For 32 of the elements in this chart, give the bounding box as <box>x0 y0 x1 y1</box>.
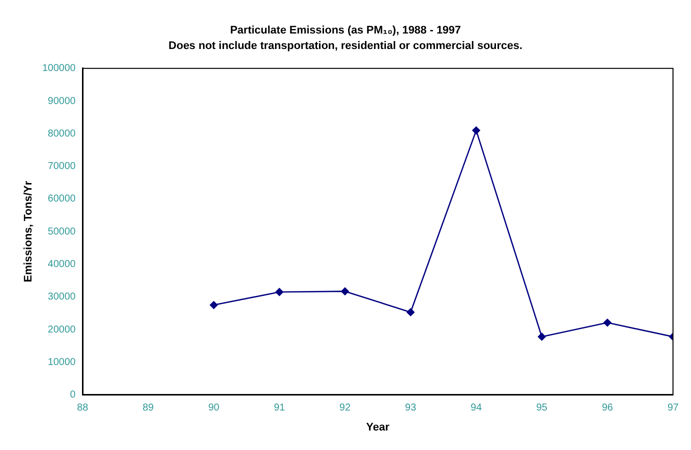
point <box>472 126 480 134</box>
y-tick-label: 80000 <box>48 128 76 140</box>
y-tick-label: 30000 <box>48 292 76 303</box>
x-tick-label: 96 <box>602 402 614 414</box>
x-tick-label: 97 <box>667 402 679 414</box>
y-tick-label: 90000 <box>48 96 76 107</box>
y-tick-label: 0 <box>70 390 76 401</box>
x-tick-label: 92 <box>339 402 351 414</box>
y-axis-title: Emissions, Tons/Yr <box>22 180 35 282</box>
y-tick-label: 20000 <box>48 324 76 336</box>
y-tick-label: 10000 <box>48 356 76 368</box>
y-tick-label: 40000 <box>48 258 76 270</box>
point <box>538 332 546 341</box>
point <box>275 288 284 296</box>
x-axis-title: Year <box>366 421 390 434</box>
y-tick-label: 70000 <box>48 161 76 172</box>
point <box>210 301 218 310</box>
chart-title: Particulate Emissions (as PM₁₀), 1988 - 1997 <box>230 24 461 37</box>
x-tick-label: 94 <box>470 402 482 414</box>
x-tick-label: 90 <box>208 402 220 414</box>
x-tick-label: 95 <box>536 402 548 414</box>
point <box>340 287 349 296</box>
x-tick-label: 93 <box>405 402 417 414</box>
y-tick-label: 100000 <box>42 63 76 74</box>
point <box>406 308 415 316</box>
x-tick-label: 89 <box>142 402 154 414</box>
x-tick-label: 88 <box>77 402 89 414</box>
y-tick-label: 50000 <box>48 226 76 238</box>
chart-subtitle: Does not include transportation, residential or commercial sources. <box>168 40 522 52</box>
point <box>603 318 612 327</box>
y-tick-label: 60000 <box>48 194 76 205</box>
x-tick-label: 91 <box>274 402 286 414</box>
